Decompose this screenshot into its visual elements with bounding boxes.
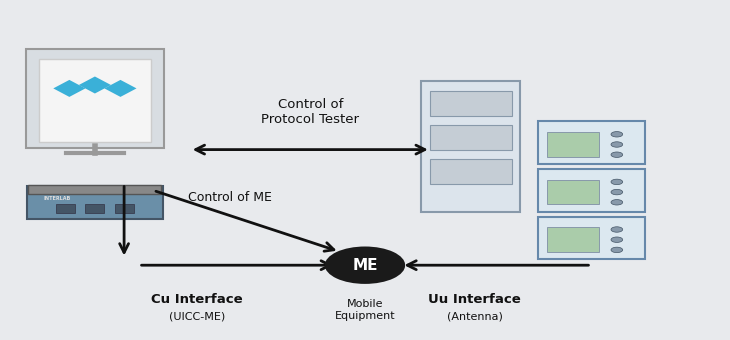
Circle shape: [611, 200, 623, 205]
Circle shape: [611, 179, 623, 185]
Circle shape: [325, 246, 405, 284]
Text: ME: ME: [353, 258, 377, 273]
Polygon shape: [104, 80, 137, 97]
FancyBboxPatch shape: [547, 227, 599, 252]
FancyBboxPatch shape: [39, 59, 151, 142]
Circle shape: [611, 132, 623, 137]
FancyBboxPatch shape: [430, 91, 512, 116]
FancyBboxPatch shape: [421, 81, 520, 212]
Text: INTERLAB: INTERLAB: [44, 197, 71, 201]
Polygon shape: [79, 76, 111, 94]
Text: (UICC-ME): (UICC-ME): [169, 311, 226, 321]
Text: Uu Interface: Uu Interface: [428, 293, 521, 306]
Circle shape: [611, 227, 623, 232]
Circle shape: [611, 247, 623, 253]
Text: Control of
Protocol Tester: Control of Protocol Tester: [261, 98, 359, 126]
Circle shape: [611, 142, 623, 147]
FancyBboxPatch shape: [26, 49, 164, 148]
FancyBboxPatch shape: [538, 121, 645, 164]
Circle shape: [611, 189, 623, 195]
Polygon shape: [53, 80, 85, 97]
Text: (Antenna): (Antenna): [447, 311, 502, 321]
FancyBboxPatch shape: [430, 159, 512, 184]
FancyBboxPatch shape: [27, 186, 163, 219]
Text: Cu Interface: Cu Interface: [151, 293, 243, 306]
FancyBboxPatch shape: [547, 132, 599, 157]
Text: Control of ME: Control of ME: [188, 191, 272, 204]
Text: Mobile
Equipment: Mobile Equipment: [334, 299, 396, 321]
FancyBboxPatch shape: [538, 217, 645, 259]
FancyBboxPatch shape: [56, 204, 75, 213]
FancyBboxPatch shape: [28, 185, 161, 194]
FancyBboxPatch shape: [85, 204, 104, 213]
FancyBboxPatch shape: [115, 204, 134, 213]
Circle shape: [611, 152, 623, 157]
FancyBboxPatch shape: [430, 125, 512, 150]
Circle shape: [611, 237, 623, 242]
FancyBboxPatch shape: [547, 180, 599, 204]
FancyBboxPatch shape: [538, 169, 645, 212]
